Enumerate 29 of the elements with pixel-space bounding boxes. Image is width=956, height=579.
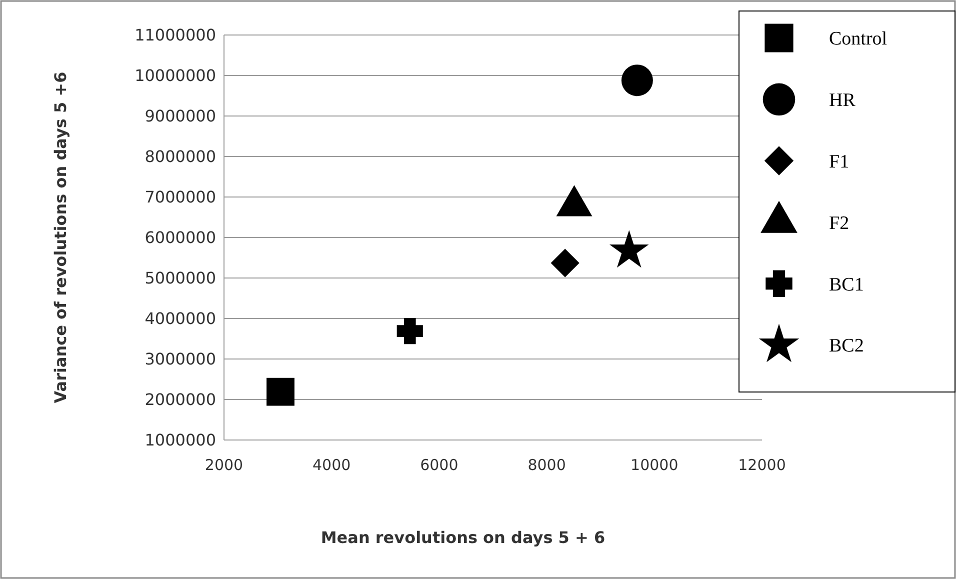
- y-tick-label: 6000000: [144, 228, 216, 248]
- y-tick-label: 1000000: [144, 430, 216, 450]
- legend-label: Control: [829, 28, 888, 50]
- y-tick-label: 5000000: [144, 268, 216, 288]
- y-tick-label: 4000000: [144, 309, 216, 328]
- x-tick-label: 10000: [630, 456, 678, 474]
- legend-label: F1: [829, 151, 850, 172]
- y-tick-label: 2000000: [144, 390, 216, 410]
- y-axis-title: Variance of revolutions on days 5 +6: [51, 72, 70, 404]
- legend-label: HR: [829, 90, 856, 112]
- x-tick-label: 6000: [420, 456, 458, 474]
- y-tick-label: 9000000: [144, 106, 216, 126]
- point: [396, 318, 423, 344]
- legend-label: F2: [829, 212, 850, 234]
- y-tick-label: 11000000: [134, 26, 216, 45]
- point: [266, 378, 294, 406]
- legend-label: BC1: [829, 274, 864, 296]
- y-tick-label: 10000000: [134, 66, 216, 86]
- x-axis-title: Mean revolutions on days 5 + 6: [320, 528, 606, 547]
- x-tick-label: 12000: [738, 456, 786, 474]
- x-tick-label: 8000: [528, 456, 566, 474]
- y-tick-label: 7000000: [144, 188, 216, 207]
- y-tick-label: 8000000: [144, 147, 216, 166]
- x-tick-label: 4000: [312, 456, 351, 474]
- point: [621, 64, 653, 96]
- legend-label: BC2: [829, 336, 864, 357]
- x-tick-label: 2000: [204, 456, 244, 474]
- point: [550, 248, 580, 278]
- y-tick-label: 3000000: [144, 350, 216, 369]
